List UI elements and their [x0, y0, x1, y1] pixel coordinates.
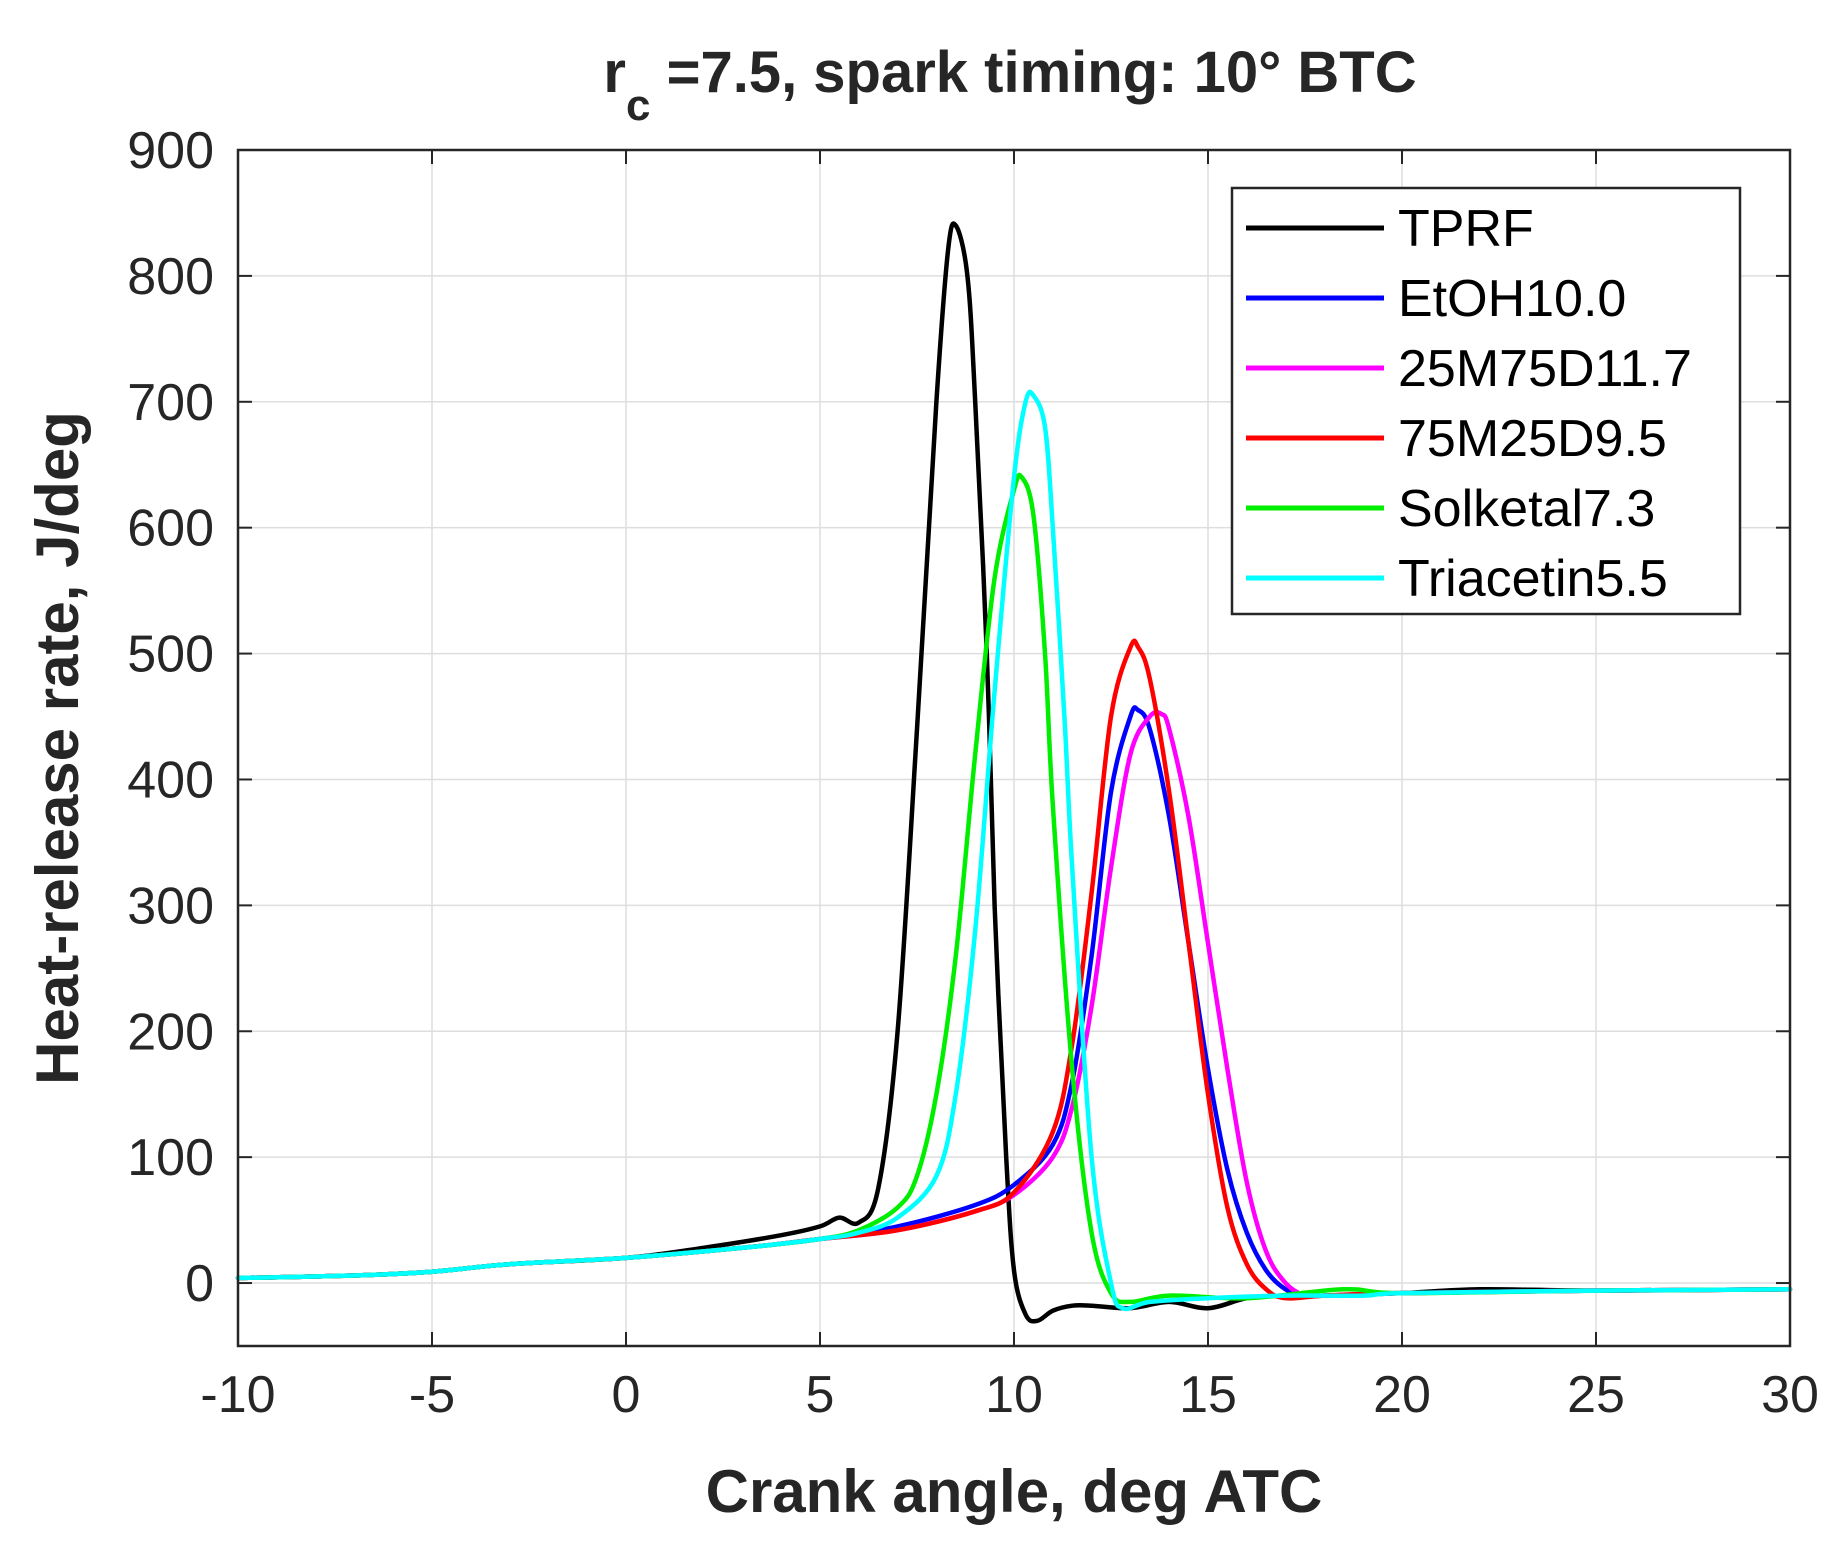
x-tick-label: 15 — [1179, 1366, 1237, 1424]
axis-ticks: -10 -5 0 5 10 15 20 25 3001002003004005006007008… — [127, 122, 1819, 1424]
y-tick-label: 500 — [127, 626, 214, 684]
y-tick-label: 0 — [185, 1255, 214, 1313]
y-tick-label: 700 — [127, 374, 214, 432]
y-tick-label: 400 — [127, 751, 214, 809]
x-tick-label: 30 — [1761, 1366, 1819, 1424]
legend-entry-25m75d11-7: 25M75D11.7 — [1246, 340, 1692, 398]
legend-box — [1230, 186, 1742, 616]
y-tick-label: 100 — [127, 1129, 214, 1187]
legend-entry-solketal7-3: Solketal7.3 — [1246, 480, 1655, 538]
y-tick-label: 900 — [127, 122, 214, 180]
x-axis-label: Crank angle, deg ATC — [706, 1458, 1323, 1525]
legend-entry-75m25d9-5: 75M25D9.5 — [1246, 410, 1667, 468]
x-tick-label: 10 — [985, 1366, 1043, 1424]
x-tick-label: 25 — [1567, 1366, 1625, 1424]
y-tick-label: 300 — [127, 877, 214, 935]
chart-title: rc =7.5, spark timing: 10° BTC — [603, 40, 1416, 130]
series-lines — [235, 221, 1793, 1324]
y-tick-label: 200 — [127, 1003, 214, 1061]
x-tick-label: 0 — [612, 1366, 641, 1424]
y-tick-label: 800 — [127, 248, 214, 306]
legend-label: Triacetin5.5 — [1398, 550, 1668, 608]
legend-label: EtOH10.0 — [1398, 270, 1626, 328]
legend-label: 25M75D11.7 — [1398, 340, 1692, 398]
x-tick-label: -5 — [409, 1366, 455, 1424]
grid — [238, 150, 1790, 1346]
legend-label: Solketal7.3 — [1398, 480, 1655, 538]
legend: TPRF EtOH10.0 25M75D11.7 75M25D9.5 Solketal7… — [1230, 186, 1742, 616]
legend-label: 75M25D9.5 — [1398, 410, 1667, 468]
y-axis-label: Heat-release rate, J/deg — [24, 411, 91, 1085]
x-tick-label: 20 — [1373, 1366, 1431, 1424]
legend-entry-tprf: TPRF — [1246, 200, 1534, 258]
legend-entry-triacetin5-5: Triacetin5.5 — [1246, 550, 1668, 608]
x-tick-label: 5 — [806, 1366, 835, 1424]
series-line-triacetin5-5 — [235, 389, 1793, 1312]
legend-label: TPRF — [1398, 200, 1534, 258]
legend-entry-etoh10-0: EtOH10.0 — [1246, 270, 1626, 328]
y-tick-label: 600 — [127, 500, 214, 558]
x-tick-label: -10 — [200, 1366, 275, 1424]
